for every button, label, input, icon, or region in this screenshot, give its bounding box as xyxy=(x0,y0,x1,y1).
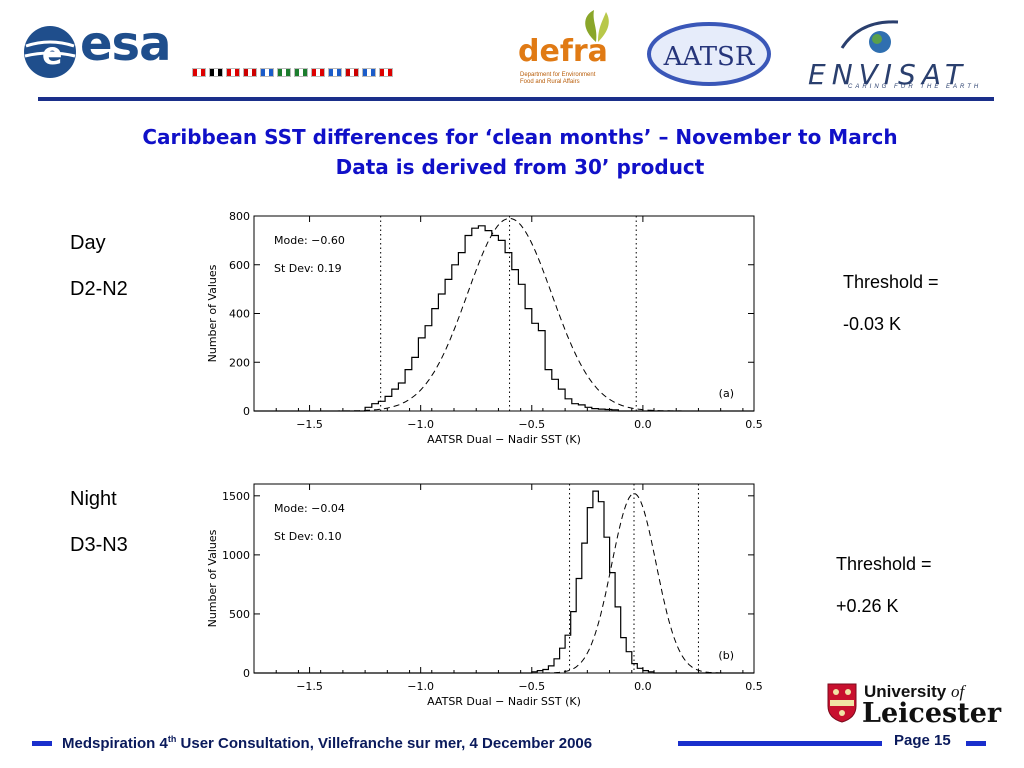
x-tick-label: 0.5 xyxy=(745,680,763,693)
y-tick-label: 500 xyxy=(229,608,250,621)
histogram-steps xyxy=(254,225,754,412)
flag-icon xyxy=(311,68,325,77)
histogram-steps xyxy=(254,490,754,674)
panel-label: (a) xyxy=(719,387,734,400)
x-tick-label: −1.0 xyxy=(407,680,434,693)
day-difference-label: D2-N2 xyxy=(70,278,128,300)
defra-logo: defra Department for Environment Food an… xyxy=(518,10,618,90)
footer-text: Medspiration 4th User Consultation, Vill… xyxy=(62,734,593,752)
flag-icon xyxy=(328,68,342,77)
x-tick-label: −1.0 xyxy=(407,418,434,431)
footer-bar-middle xyxy=(678,741,882,746)
night-threshold-value: +0.26 K xyxy=(836,596,899,616)
defra-wordmark: defra xyxy=(518,34,608,69)
night-label: Night xyxy=(70,488,117,510)
flag-icon xyxy=(379,68,393,77)
aatsr-wordmark: AATSR xyxy=(663,42,756,72)
day-histogram-chart: −1.5 −1.0 −0.5 0.0 0.5 0 200 400 600 800 AATSR Dua… xyxy=(206,210,763,446)
gaussian-fit-curve xyxy=(254,218,754,412)
satellite-globe-icon xyxy=(840,20,899,53)
university-of-leicester-logo: University of Leicester xyxy=(826,680,1001,729)
flag-icon xyxy=(226,68,240,77)
flag-icon xyxy=(260,68,274,77)
slide-title: Caribbean SST differences for ‘clean mon… xyxy=(20,122,1020,182)
x-tick-label: −0.5 xyxy=(518,418,545,431)
x-axis-title: AATSR Dual − Nadir SST (K) xyxy=(427,695,581,708)
x-tick-label: −0.5 xyxy=(518,680,545,693)
x-tick-label: −1.5 xyxy=(296,680,323,693)
stats-annotation: St Dev: 0.10 xyxy=(274,530,342,543)
y-tick-label: 0 xyxy=(243,667,250,680)
title-line-1: Caribbean SST differences for ‘clean mon… xyxy=(142,125,898,149)
night-histogram-chart: −1.5 −1.0 −0.5 0.0 0.5 0 500 1000 1500 AATSR Dual… xyxy=(206,483,763,708)
title-line-2: Data is derived from 30’ product xyxy=(335,155,705,179)
envisat-logo: ENVISAT CARING FOR THE EARTH xyxy=(800,18,1000,91)
envisat-wordmark: ENVISAT xyxy=(808,58,969,91)
day-threshold-value: -0.03 K xyxy=(843,314,902,334)
stats-annotation: St Dev: 0.19 xyxy=(274,262,342,275)
y-axis-title: Number of Values xyxy=(206,529,219,627)
header-rule xyxy=(38,97,994,101)
y-tick-label: 800 xyxy=(229,210,250,223)
leicester-word: Leicester xyxy=(862,698,1002,729)
leaf-icon xyxy=(585,10,609,42)
stats-annotation: Mode: −0.60 xyxy=(274,234,345,247)
page-number: Page 15 xyxy=(894,732,951,749)
defra-subtitle: Department for Environment Food and Rura… xyxy=(520,72,596,85)
panel-label: (b) xyxy=(718,649,734,662)
y-tick-label: 0 xyxy=(243,405,250,418)
y-tick-label: 1000 xyxy=(222,549,250,562)
esa-logo: e esa xyxy=(22,16,192,84)
x-tick-label: 0.0 xyxy=(634,680,652,693)
x-tick-label: 0.0 xyxy=(634,418,652,431)
y-tick-label: 600 xyxy=(229,259,250,272)
day-label: Day xyxy=(70,232,106,254)
flag-icon xyxy=(294,68,308,77)
university-shield-icon xyxy=(827,683,857,723)
night-difference-label: D3-N3 xyxy=(70,534,128,556)
night-threshold-label: Threshold = xyxy=(836,554,932,574)
day-threshold-label: Threshold = xyxy=(843,272,939,292)
footer-bar-right xyxy=(966,741,986,746)
x-tick-label: −1.5 xyxy=(296,418,323,431)
flag-icon xyxy=(192,68,206,77)
esa-globe-icon: e xyxy=(24,26,76,78)
y-axis-title: Number of Values xyxy=(206,264,219,362)
aatsr-logo: AATSR xyxy=(647,22,771,86)
x-axis-title: AATSR Dual − Nadir SST (K) xyxy=(427,433,581,446)
y-tick-label: 400 xyxy=(229,308,250,321)
y-tick-label: 200 xyxy=(229,356,250,369)
gaussian-fit-curve xyxy=(254,492,754,674)
svg-text:e: e xyxy=(42,37,62,72)
flag-icon xyxy=(243,68,257,77)
x-tick-label: 0.5 xyxy=(745,418,763,431)
flag-icon xyxy=(345,68,359,77)
footer-bar-left xyxy=(32,741,52,746)
university-word: University of xyxy=(864,682,965,701)
flag-icon xyxy=(277,68,291,77)
member-state-flags xyxy=(192,68,393,77)
esa-wordmark: esa xyxy=(80,16,172,72)
envisat-tagline: CARING FOR THE EARTH xyxy=(848,84,982,90)
flag-icon xyxy=(362,68,376,77)
flag-icon xyxy=(209,68,223,77)
y-tick-label: 1500 xyxy=(222,490,250,503)
stats-annotation: Mode: −0.04 xyxy=(274,502,345,515)
